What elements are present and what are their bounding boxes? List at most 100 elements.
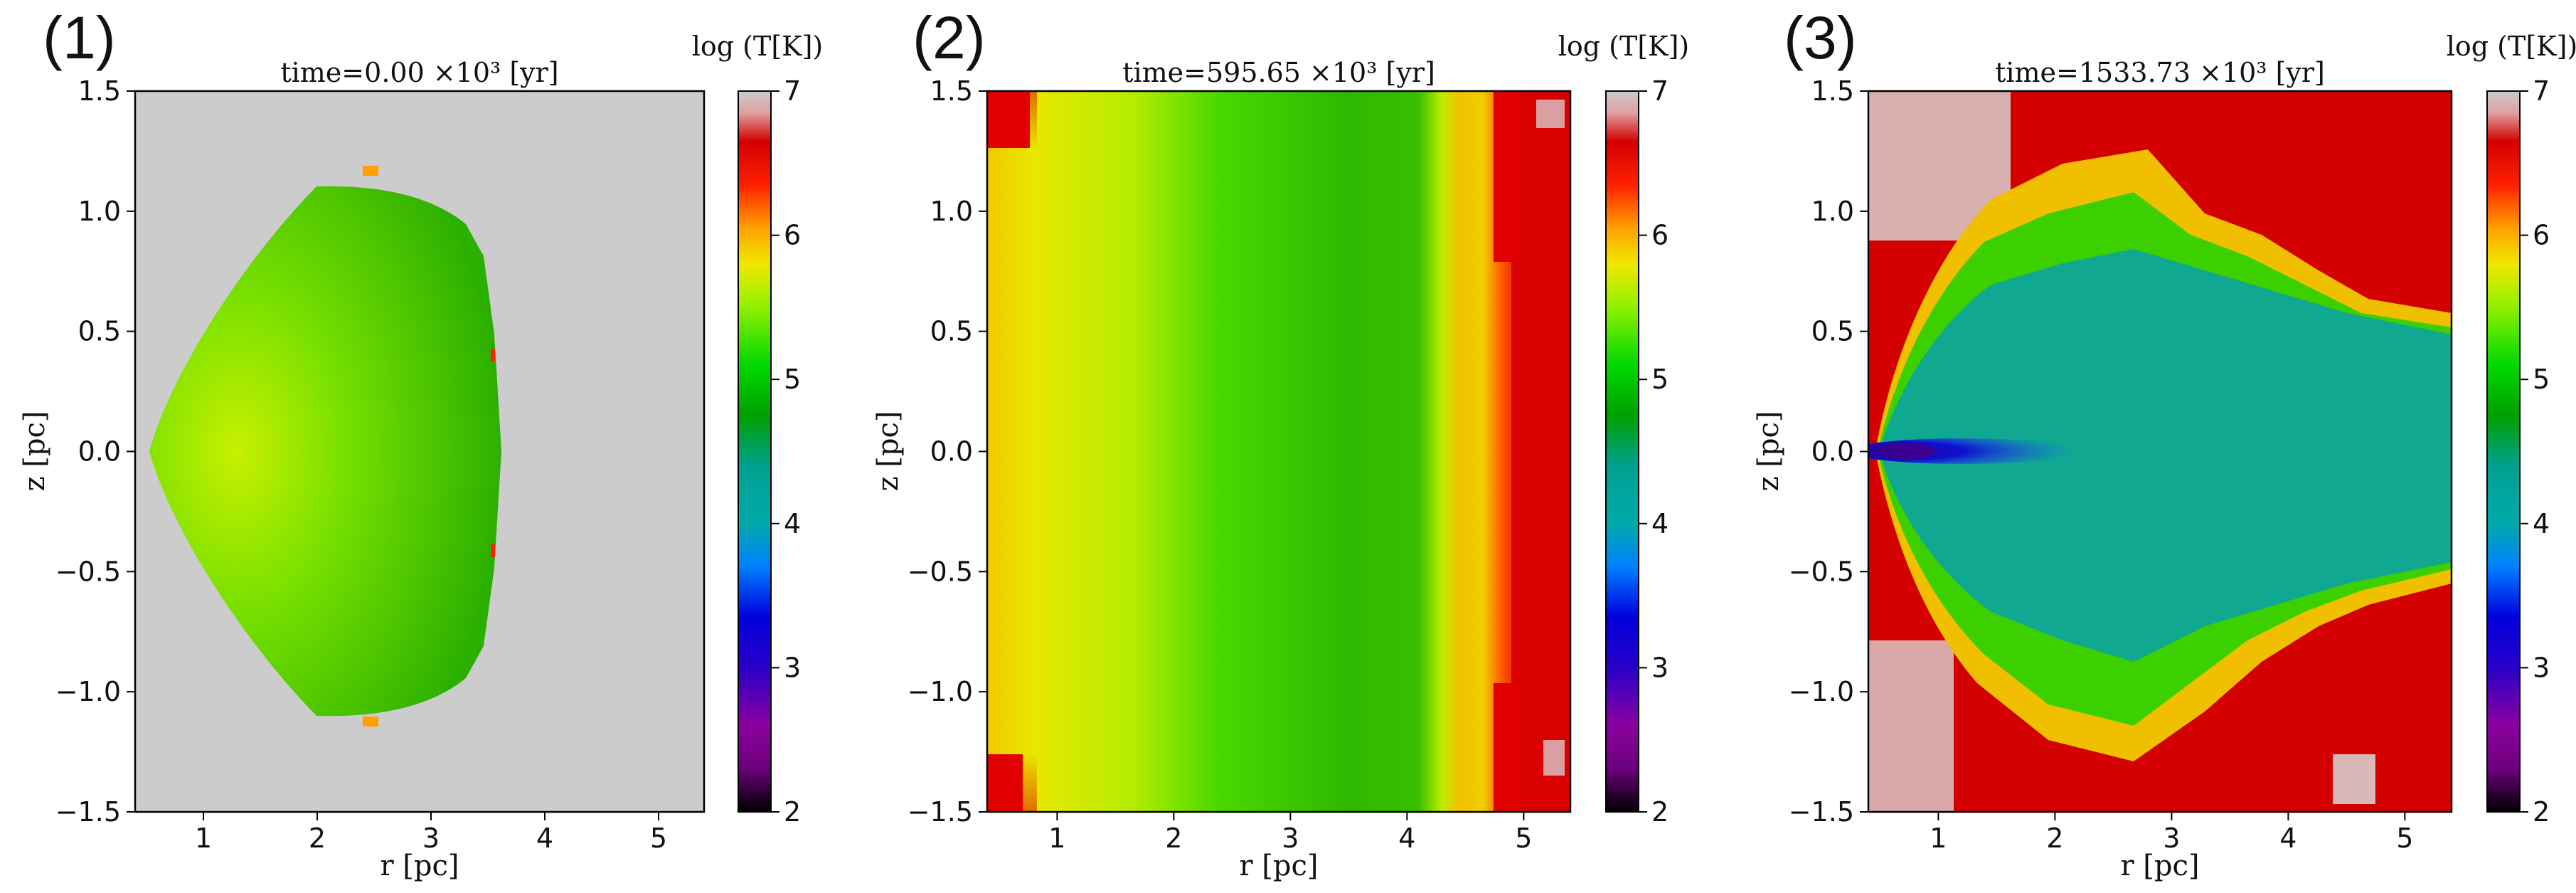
colorbar-tick-label: 7 — [1651, 75, 1668, 107]
x-tick-label: 5 — [650, 823, 667, 854]
x-tick-label: 3 — [1282, 823, 1299, 854]
colorbar-tick-label: 7 — [784, 75, 801, 107]
y-tick-label: −0.5 — [55, 556, 121, 587]
y-tick-label: −0.5 — [1789, 556, 1854, 587]
x-tick-label: 4 — [2279, 823, 2296, 854]
hot-corner — [1536, 100, 1565, 128]
colorbar — [1605, 90, 1639, 813]
shell-hot-spot-bottom — [363, 717, 378, 726]
panel-label: (1) — [43, 4, 116, 71]
colorbar-axis: 7 6 5 4 3 2 — [1639, 75, 1668, 828]
panel-title: time=1533.73 ×10³ [yr] — [1995, 57, 2325, 88]
x-axis-label: r [pc] — [1239, 850, 1318, 882]
panel-label: (2) — [912, 4, 986, 71]
y-axis-label: z [pc] — [1752, 411, 1785, 491]
gradient-region — [987, 91, 1570, 812]
panel-label: (3) — [1784, 4, 1857, 71]
colorbar-tick-label: 6 — [784, 220, 801, 251]
x-tick-label: 4 — [1398, 823, 1415, 854]
y-tick-label: −1.0 — [1789, 676, 1854, 707]
y-tick-label: 0.0 — [1811, 436, 1854, 467]
colorbar-tick-label: 2 — [2533, 796, 2550, 828]
colorbar — [2486, 90, 2521, 813]
colorbar-label: log (T[K]) — [2447, 31, 2576, 62]
colorbar-tick-label: 5 — [2533, 364, 2550, 395]
x-tick-label: 3 — [422, 823, 440, 854]
colorbar-label: log (T[K]) — [1558, 31, 1689, 62]
y-tick-label: 0.5 — [1811, 316, 1854, 347]
x-tick-label: 5 — [1515, 823, 1532, 854]
hot-outer-region — [987, 91, 1030, 148]
y-axis-label: z [pc] — [872, 411, 905, 491]
y-tick-label: −0.5 — [908, 556, 973, 587]
colorbar-axis: 7 6 5 4 3 2 — [2520, 75, 2550, 828]
x-axis: 1 2 3 4 5 1.5 1.0 0.5 0.0 −0.5 −1.0 −1.5 — [55, 75, 667, 854]
y-tick-label: −1.0 — [908, 676, 973, 707]
y-tick-label: −1.5 — [1789, 796, 1854, 828]
x-axis: 1 2 3 4 5 1.5 1.0 0.5 0.0 −0.5 −1.0 −1.5 — [908, 75, 1533, 854]
y-tick-label: 1.0 — [1811, 196, 1854, 227]
panel-title: time=0.00 ×10³ [yr] — [280, 57, 558, 88]
x-tick-label: 1 — [1048, 823, 1065, 854]
x-tick-label: 1 — [1930, 823, 1947, 854]
hot-corner — [1868, 640, 1954, 812]
x-tick-label: 2 — [1165, 823, 1182, 854]
heatmap-image — [135, 91, 704, 812]
hot-outer-region — [1494, 683, 1522, 812]
y-tick-label: 1.5 — [78, 75, 121, 107]
y-tick-label: 1.5 — [1811, 75, 1854, 107]
jet-core — [1878, 443, 1934, 460]
colorbar-axis: 7 6 5 4 3 2 — [771, 75, 801, 828]
y-tick-label: −1.0 — [55, 676, 121, 707]
y-tick-label: −1.5 — [908, 796, 973, 828]
shell-region — [149, 186, 501, 717]
colorbar-tick-label: 5 — [784, 364, 801, 395]
colorbar-tick-label: 4 — [2533, 508, 2550, 539]
shell-edge-hot-spot — [491, 349, 495, 361]
colorbar-tick-label: 3 — [784, 652, 801, 683]
colorbar-tick-label: 6 — [1651, 220, 1668, 251]
y-axis-label: z [pc] — [18, 411, 51, 491]
y-tick-label: 0.0 — [78, 436, 121, 467]
panel-1: (1) time=0.00 ×10³ [yr] 1 2 3 4 5 1.5 1.0 0.5 0.… — [18, 4, 823, 882]
hot-corner — [2333, 754, 2375, 804]
panel-2: (2) time=595.65 ×10³ [yr] 1 2 3 4 5 1.5 1.0 0.5… — [872, 4, 1689, 882]
shell-hot-spot-top — [363, 166, 378, 176]
colorbar-tick-label: 4 — [784, 508, 801, 539]
colorbar-tick-label: 2 — [1651, 796, 1668, 828]
x-axis: 1 2 3 4 5 1.5 1.0 0.5 0.0 −0.5 −1.0 −1.5 — [1789, 75, 2414, 854]
x-tick-label: 1 — [195, 823, 212, 854]
x-tick-label: 4 — [536, 823, 553, 854]
colorbar-tick-label: 3 — [2533, 652, 2550, 683]
colorbar-tick-label: 6 — [2533, 220, 2550, 251]
x-axis-label: r [pc] — [2120, 850, 2199, 882]
colorbar-tick-label: 5 — [1651, 364, 1668, 395]
hot-outer-region — [987, 754, 1023, 812]
x-tick-label: 3 — [2163, 823, 2180, 854]
hot-outer-region — [1494, 91, 1522, 262]
x-axis-label: r [pc] — [380, 850, 459, 882]
y-tick-label: 0.0 — [930, 436, 973, 467]
y-tick-label: −1.5 — [55, 796, 121, 828]
colorbar-tick-label: 2 — [784, 796, 801, 828]
y-tick-label: 1.0 — [78, 196, 121, 227]
hot-corner — [1543, 740, 1565, 776]
heatmap-image — [1868, 91, 2452, 812]
colorbar-label: log (T[K]) — [692, 31, 823, 62]
x-tick-label: 5 — [2396, 823, 2413, 854]
colorbar — [738, 90, 772, 813]
shell-edge-hot-spot — [491, 544, 495, 557]
y-tick-label: 1.5 — [930, 75, 973, 107]
bubble-region — [1879, 249, 2452, 662]
colorbar-tick-label: 4 — [1651, 508, 1668, 539]
colorbar-tick-label: 7 — [2533, 75, 2550, 107]
y-tick-label: 0.5 — [78, 316, 121, 347]
panel-title: time=595.65 ×10³ [yr] — [1122, 57, 1435, 88]
edge-fade — [987, 91, 1037, 812]
y-tick-label: 0.5 — [930, 316, 973, 347]
y-tick-label: 1.0 — [930, 196, 973, 227]
x-tick-label: 2 — [309, 823, 326, 854]
x-tick-label: 2 — [2046, 823, 2063, 854]
heatmap-image — [987, 91, 1570, 812]
